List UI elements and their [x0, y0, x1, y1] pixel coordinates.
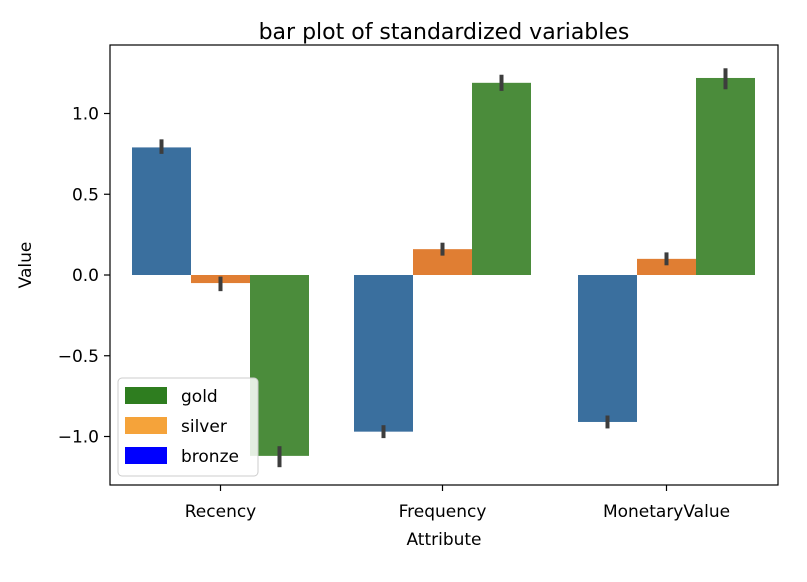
legend-label-silver: silver: [181, 417, 227, 437]
legend: gold silver bronze: [117, 377, 259, 477]
y-tick-label: −0.5: [58, 347, 99, 367]
chart-title: bar plot of standardized variables: [259, 20, 630, 45]
y-tick-label: 1.0: [72, 105, 99, 125]
bar-monetaryvalue-3: [696, 77, 755, 275]
bar-frequency-3: [472, 82, 531, 275]
bar-recency-1: [132, 147, 191, 275]
legend-label-gold: gold: [181, 387, 218, 407]
legend-label-bronze: bronze: [181, 447, 239, 467]
bar-monetaryvalue-2: [637, 258, 696, 275]
bar-frequency-1: [354, 275, 413, 432]
legend-swatch-silver: [125, 417, 167, 434]
plot-frame: [109, 44, 779, 486]
legend-swatch-gold: [125, 387, 167, 404]
x-axis-ticks: Recency Frequency MonetaryValue: [185, 485, 730, 522]
y-tick-label: 0.0: [72, 266, 99, 286]
x-tick-label-frequency: Frequency: [399, 502, 487, 522]
x-tick-label-monetaryvalue: MonetaryValue: [603, 502, 730, 522]
bar-monetaryvalue-1: [578, 275, 637, 422]
bars-layer: [132, 77, 755, 456]
y-axis-ticks: −1.0 −0.5 0.0 0.5 1.0: [58, 105, 110, 448]
bar-recency-3: [250, 275, 309, 456]
x-axis-label: Attribute: [406, 530, 481, 550]
y-tick-label: −1.0: [58, 428, 99, 448]
x-tick-label-recency: Recency: [185, 502, 257, 522]
y-axis-label: Value: [16, 242, 36, 289]
error-bars-layer: [159, 68, 728, 468]
legend-swatch-bronze: [125, 447, 167, 464]
y-tick-label: 0.5: [72, 185, 99, 205]
